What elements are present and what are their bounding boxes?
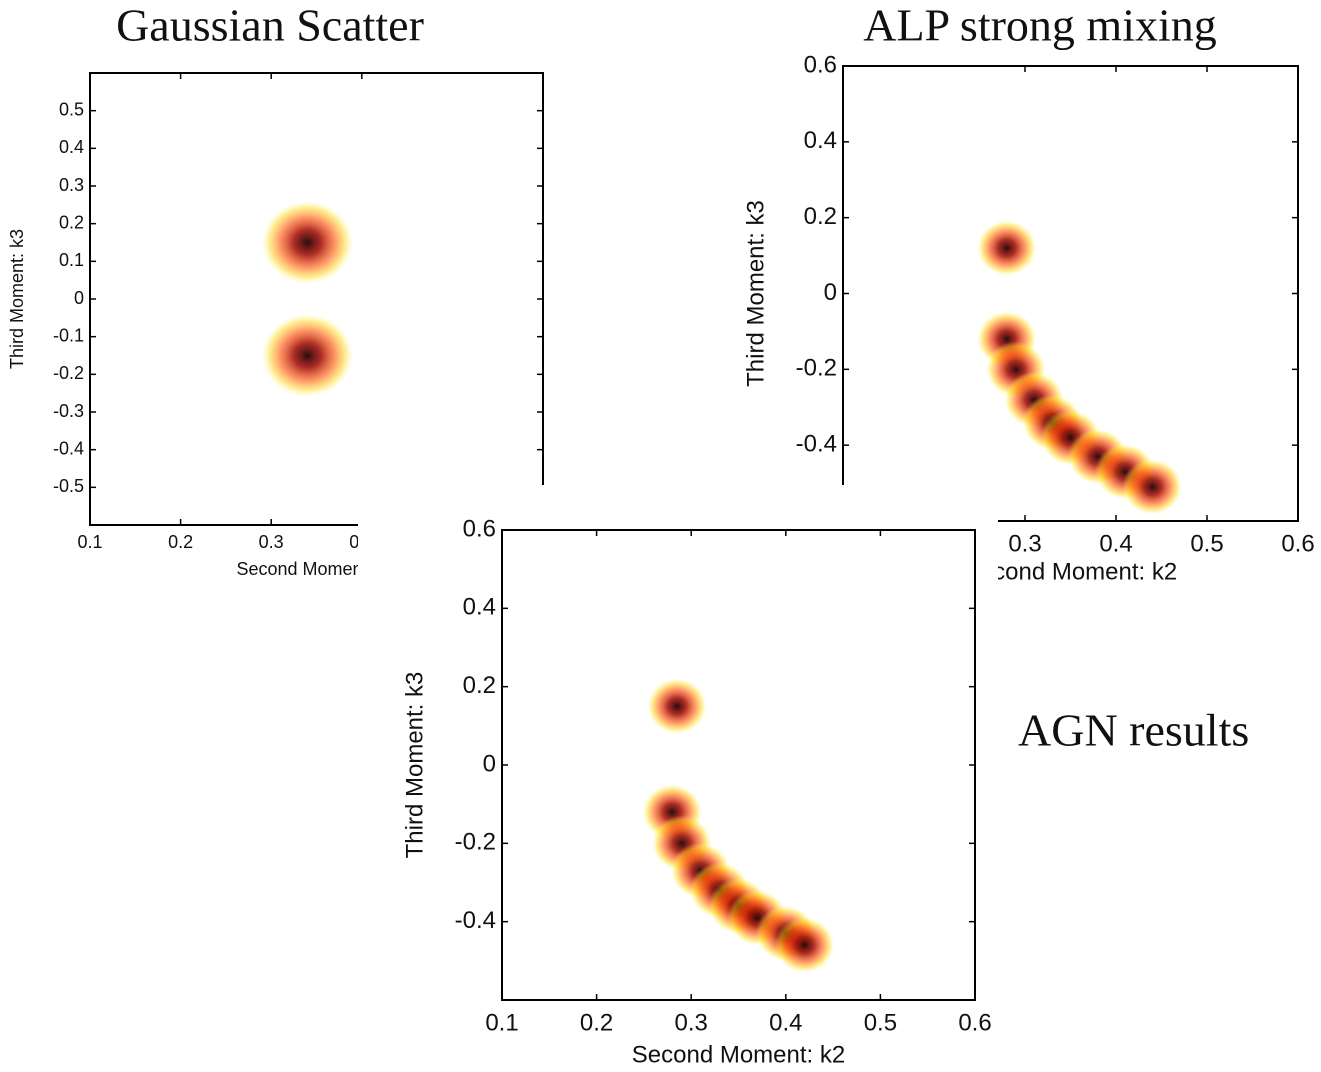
x-tick-label: 0.6 bbox=[958, 1009, 991, 1036]
y-tick-label: 0.1 bbox=[59, 250, 84, 270]
x-tick-label: 0.2 bbox=[168, 532, 193, 552]
y-axis-label: Third Moment: k3 bbox=[401, 672, 428, 859]
chart-panel: -0.4 -0.2 0 0.2 0.4 0.6 0.1 0.2 0.3 0.4 0.5 0.6 Seco… bbox=[358, 485, 1249, 1072]
y-tick-label: -0.2 bbox=[53, 363, 84, 383]
y-tick-label: -0.2 bbox=[455, 829, 496, 856]
density-cluster bbox=[261, 200, 354, 285]
x-tick-label: 0.6 bbox=[1281, 530, 1314, 557]
y-tick-label: 0 bbox=[483, 750, 496, 777]
plot-area bbox=[89, 72, 544, 526]
chart-panel: -0.5 -0.4 -0.3 -0.2 -0.1 0 0.1 0.2 0.3 0.4 0.5 0.1 0… bbox=[7, 0, 544, 579]
y-tick-label: -0.1 bbox=[53, 325, 84, 345]
chart-panel: -0.4 -0.2 0 0.2 0.4 0.6 0.3 0.4 0.5 0.6 Second Mom… bbox=[742, 0, 1314, 585]
x-axis-label: Second Moment: k2 bbox=[964, 558, 1177, 585]
points bbox=[261, 200, 354, 398]
x-tick-label: 0.1 bbox=[485, 1009, 518, 1036]
points bbox=[642, 678, 835, 974]
y-tick-label: -0.4 bbox=[53, 438, 84, 458]
chart-title: AGN results bbox=[1018, 705, 1249, 756]
chart-title: ALP strong mixing bbox=[863, 0, 1217, 51]
y-tick-label: -0.2 bbox=[796, 355, 837, 382]
x-tick-label: 0.3 bbox=[259, 532, 284, 552]
density-cluster bbox=[647, 678, 708, 735]
x-tick-label: 0.3 bbox=[1008, 530, 1041, 557]
x-tick-label: 0.4 bbox=[1099, 530, 1132, 557]
y-tick-label: -0.4 bbox=[796, 431, 837, 458]
y-tick-label: 0.2 bbox=[59, 212, 84, 232]
density-cluster bbox=[976, 220, 1037, 276]
y-tick-label: 0.5 bbox=[59, 99, 84, 119]
x-tick-label: 0.3 bbox=[675, 1009, 708, 1036]
y-tick-label: -0.5 bbox=[53, 476, 84, 496]
y-tick-label: -0.3 bbox=[53, 401, 84, 421]
y-tick-label: 0.3 bbox=[59, 175, 84, 195]
x-tick-label: 0.4 bbox=[769, 1009, 802, 1036]
density-cluster bbox=[1122, 458, 1183, 515]
x-tick-label: 0.5 bbox=[864, 1009, 897, 1036]
points bbox=[976, 220, 1183, 515]
x-axis-label: Second Moment: k2 bbox=[632, 1041, 845, 1068]
chart-title: Gaussian Scatter bbox=[116, 0, 424, 51]
y-tick-label: 0.6 bbox=[463, 515, 496, 542]
y-tick-label: 0.6 bbox=[804, 51, 837, 78]
y-tick-label: 0.4 bbox=[804, 127, 837, 154]
x-tick-label: 0.5 bbox=[1190, 530, 1223, 557]
y-tick-label: 0.2 bbox=[804, 203, 837, 230]
density-cluster bbox=[261, 313, 354, 398]
y-tick-label: -0.4 bbox=[455, 907, 496, 934]
y-tick-label: 0 bbox=[824, 279, 837, 306]
y-axis-label: Third Moment: k3 bbox=[742, 200, 769, 387]
y-axis-label: Third Moment: k3 bbox=[7, 229, 27, 369]
density-cluster bbox=[774, 917, 835, 974]
y-tick-label: 0.4 bbox=[59, 137, 84, 157]
y-tick-label: 0 bbox=[74, 288, 84, 308]
x-tick-label: 0.2 bbox=[580, 1009, 613, 1036]
y-tick-label: 0.2 bbox=[463, 672, 496, 699]
x-tick-label: 0.1 bbox=[77, 532, 102, 552]
x-axis-label: Second Moment: k2 bbox=[236, 559, 396, 579]
y-tick-label: 0.4 bbox=[463, 594, 496, 621]
